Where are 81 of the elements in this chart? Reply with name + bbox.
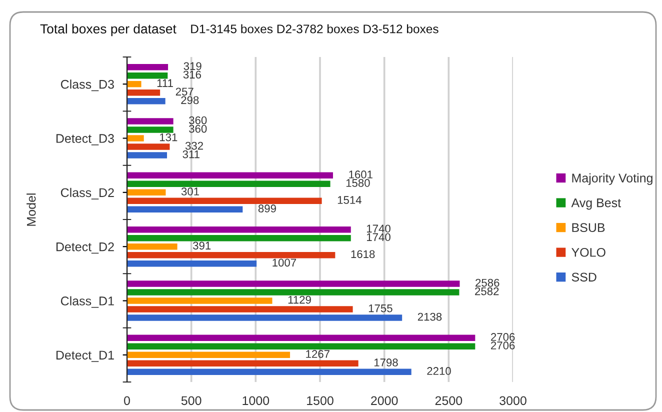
- data-label: 360: [189, 116, 207, 124]
- data-label: 2582: [475, 287, 499, 296]
- bar: [127, 98, 166, 104]
- y-axis-title: Model: [26, 194, 36, 226]
- data-label: 2706: [491, 333, 515, 341]
- bar: [127, 243, 178, 250]
- bar: [127, 280, 460, 287]
- bar: [127, 306, 353, 312]
- bar: [127, 360, 358, 367]
- data-label: 1514: [338, 196, 362, 204]
- bar: [127, 172, 333, 179]
- bar: [127, 298, 272, 304]
- data-label: 1007: [272, 258, 296, 267]
- data-label: 360: [189, 124, 207, 133]
- data-label: 111: [157, 79, 173, 87]
- bar: [127, 252, 336, 258]
- bar: [127, 135, 144, 142]
- data-label: 1618: [351, 250, 375, 258]
- x-tick-label: 1000: [242, 396, 270, 406]
- bar: [127, 189, 166, 196]
- data-label: 2210: [427, 367, 451, 375]
- bar: [127, 118, 174, 124]
- bar: [127, 352, 290, 358]
- data-label: 1755: [368, 304, 392, 312]
- bar: [127, 234, 351, 242]
- y-tick-label: Detect_D3: [56, 134, 114, 146]
- x-tick-label: 1500: [307, 396, 334, 406]
- y-tick-label: Class_D1: [60, 296, 114, 308]
- y-tick-label: Class_D3: [60, 80, 114, 92]
- x-tick-label: 3000: [500, 396, 526, 406]
- data-label: 257: [176, 88, 194, 96]
- legend-label: Avg Best: [571, 198, 621, 210]
- x-tick-label: 500: [181, 396, 202, 406]
- legend-label: SSD: [572, 272, 596, 282]
- bar: [127, 152, 168, 158]
- bar: [127, 144, 170, 150]
- x-tick-label: 0: [124, 396, 130, 406]
- bar: [127, 126, 174, 133]
- data-label: 1740: [367, 233, 390, 242]
- bar: [127, 72, 168, 79]
- data-label: 2706: [491, 342, 515, 350]
- x-tick-label: 2500: [435, 396, 462, 406]
- data-label: 311: [182, 150, 200, 158]
- bar: [127, 64, 168, 70]
- bar: [127, 334, 476, 342]
- data-label: 131: [160, 133, 178, 142]
- bar: [127, 80, 142, 88]
- data-label: 391: [193, 242, 211, 250]
- y-tick-label: Class_D2: [60, 188, 114, 200]
- chart-title: Total boxes per dataset: [40, 24, 176, 36]
- bar: [127, 289, 460, 296]
- data-label: 899: [258, 204, 276, 212]
- bar: [127, 198, 322, 204]
- data-label: 1580: [346, 179, 370, 187]
- data-label: 301: [181, 188, 200, 196]
- bar: [127, 343, 476, 350]
- bar: [127, 89, 160, 96]
- bar: [127, 180, 330, 188]
- x-tick-label: 2000: [371, 396, 398, 406]
- data-label: 1740: [367, 224, 390, 233]
- data-label: 332: [185, 142, 203, 150]
- legend-label: Majority Voting: [572, 173, 652, 185]
- bar: [127, 260, 257, 267]
- bar: [127, 314, 402, 321]
- data-label: 2138: [418, 312, 442, 321]
- legend-label: YOLO: [572, 248, 606, 257]
- data-label: 1129: [288, 296, 311, 304]
- data-label: 316: [183, 70, 201, 79]
- bar: [127, 206, 243, 213]
- y-tick-label: Detect_D1: [56, 350, 114, 362]
- data-label: 2586: [476, 278, 500, 287]
- data-label: 1267: [306, 350, 330, 358]
- y-tick-label: Detect_D2: [56, 242, 114, 254]
- bar: [127, 368, 412, 376]
- data-label: 319: [184, 62, 202, 70]
- data-label: 1601: [349, 170, 372, 178]
- bar: [127, 226, 351, 233]
- legend-label: BSUB: [572, 223, 605, 232]
- data-label: 1798: [374, 358, 398, 366]
- data-label: 298: [181, 96, 199, 104]
- chart-subtitle: D1-3145 boxes D2-3782 boxes D3-512 boxes: [191, 24, 438, 34]
